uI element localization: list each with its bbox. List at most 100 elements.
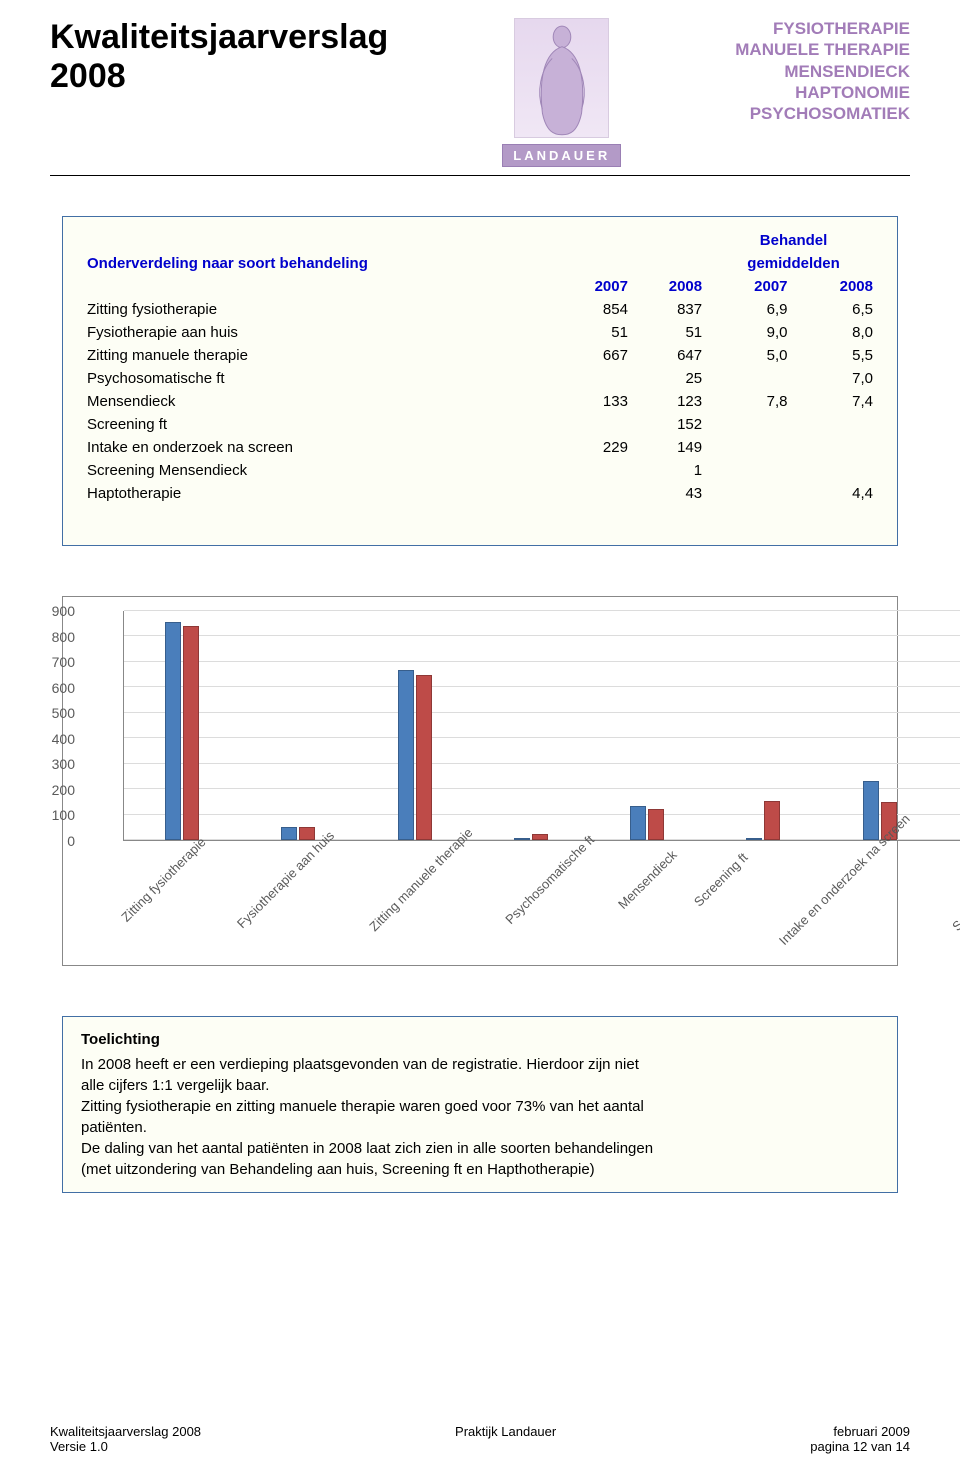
y-tick-label: 700 (52, 654, 81, 670)
header-rule (50, 175, 910, 176)
table-cell: 667 (560, 344, 634, 367)
table-cell (708, 482, 793, 505)
chart-area: 0100200300400500600700800900 Zitting fys… (81, 611, 960, 951)
y-tick-label: 500 (52, 705, 81, 721)
table-cell: Haptotherapie (81, 482, 560, 505)
behandel-heading: Behandel (708, 229, 879, 252)
plot-frame (123, 611, 960, 841)
table-cell: 5,0 (708, 344, 793, 367)
table-cell (794, 459, 879, 482)
table-cell: 43 (634, 482, 708, 505)
bar (532, 834, 548, 840)
toelichting-line: In 2008 heeft er een verdieping plaatsge… (81, 1054, 879, 1075)
toelichting-line: (met uitzondering van Behandeling aan hu… (81, 1159, 879, 1180)
table-row: Screening ft152 (81, 413, 879, 436)
landauer-plate: LANDAUER (502, 144, 621, 167)
data-table-panel: Behandel Onderverdeling naar soort behan… (62, 216, 898, 546)
table-cell: Psychosomatische ft (81, 367, 560, 390)
table-cell: Zitting manuele therapie (81, 344, 560, 367)
table-cell: 51 (560, 321, 634, 344)
table-cell: 647 (634, 344, 708, 367)
table-cell (560, 367, 634, 390)
toelichting-panel: Toelichting In 2008 heeft er een verdiep… (62, 1016, 898, 1193)
bar (863, 781, 879, 840)
category-slot (821, 611, 937, 840)
y-axis: 0100200300400500600700800900 (81, 611, 123, 841)
specialty-item: FYSIOTHERAPIE (735, 18, 910, 39)
specialty-item: PSYCHOSOMATIEK (735, 103, 910, 124)
y-tick-label: 200 (52, 782, 81, 798)
footer-left-1: Kwaliteitsjaarverslag 2008 (50, 1424, 201, 1439)
category-slot (240, 611, 356, 840)
bar (281, 827, 297, 840)
body-silhouette-icon (515, 19, 608, 137)
table-row: Screening Mensendieck1 (81, 459, 879, 482)
year-col-1: 2007 (560, 275, 634, 298)
bar (648, 809, 664, 840)
bar (183, 626, 199, 840)
table-cell: 5,5 (794, 344, 879, 367)
bar (299, 827, 315, 840)
specialty-item: HAPTONOMIE (735, 82, 910, 103)
table-cell: 123 (634, 390, 708, 413)
page-header: Kwaliteitsjaarverslag 2008 LANDAUER FYSI… (50, 18, 910, 167)
toelichting-line: alle cijfers 1:1 vergelijk baar. (81, 1075, 879, 1096)
x-tick-label: Screening Mensendieck (949, 825, 960, 992)
table-cell (560, 482, 634, 505)
table-cell: 7,4 (794, 390, 879, 413)
table-cell: Fysiotherapie aan huis (81, 321, 560, 344)
bar (746, 838, 762, 840)
category-slot (356, 611, 472, 840)
toelichting-line: Zitting fysiotherapie en zitting manuele… (81, 1096, 879, 1117)
table-cell: 4,4 (794, 482, 879, 505)
y-tick-label: 800 (52, 629, 81, 645)
x-axis-labels: Zitting fysiotherapieFysiotherapie aan h… (123, 841, 960, 951)
table-title: Onderverdeling naar soort behandeling (81, 252, 560, 275)
page-footer: Kwaliteitsjaarverslag 2008 Versie 1.0 Pr… (50, 1424, 910, 1454)
table-cell: 229 (560, 436, 634, 459)
table-cell: 51 (634, 321, 708, 344)
category-slot (473, 611, 589, 840)
table-row: Intake en onderzoek na screen229149 (81, 436, 879, 459)
bar (630, 806, 646, 840)
x-tick-label: Fysiotherapie aan huis (234, 828, 396, 990)
bar (764, 801, 780, 840)
table-cell: 854 (560, 298, 634, 321)
bar-chart-panel: 0100200300400500600700800900 Zitting fys… (62, 596, 898, 966)
category-slot (938, 611, 960, 840)
category-slot (124, 611, 240, 840)
table-row: Haptotherapie 43 4,4 (81, 482, 879, 505)
year-col-2: 2008 (634, 275, 708, 298)
specialty-item: MANUELE THERAPIE (735, 39, 910, 60)
behandeling-table: Behandel Onderverdeling naar soort behan… (81, 229, 879, 505)
table-cell (560, 459, 634, 482)
footer-right: februari 2009 pagina 12 van 14 (810, 1424, 910, 1454)
y-tick-label: 600 (52, 680, 81, 696)
table-row: Zitting fysiotherapie8548376,96,5 (81, 298, 879, 321)
footer-left-2: Versie 1.0 (50, 1439, 201, 1454)
specialty-item: MENSENDIECK (735, 61, 910, 82)
footer-right-1: februari 2009 (810, 1424, 910, 1439)
table-cell: Screening ft (81, 413, 560, 436)
toelichting-line: De daling van het aantal patiënten in 20… (81, 1138, 879, 1159)
specialty-list: FYSIOTHERAPIEMANUELE THERAPIEMENSENDIECK… (735, 18, 910, 124)
table-cell: Screening Mensendieck (81, 459, 560, 482)
bar (398, 670, 414, 840)
table-row: Mensendieck1331237,87,4 (81, 390, 879, 413)
table-cell (794, 436, 879, 459)
table-cell: 9,0 (708, 321, 793, 344)
table-cell: 7,0 (794, 367, 879, 390)
bar (514, 838, 530, 840)
toelichting-line: patiënten. (81, 1117, 879, 1138)
y-tick-label: 300 (52, 756, 81, 772)
table-cell: 7,8 (708, 390, 793, 413)
doc-title: Kwaliteitsjaarverslag 2008 (50, 18, 388, 96)
table-cell: 8,0 (794, 321, 879, 344)
table-cell: 133 (560, 390, 634, 413)
footer-left: Kwaliteitsjaarverslag 2008 Versie 1.0 (50, 1424, 201, 1454)
table-cell: Zitting fysiotherapie (81, 298, 560, 321)
title-line-1: Kwaliteitsjaarverslag (50, 18, 388, 57)
table-cell: Mensendieck (81, 390, 560, 413)
y-tick-label: 400 (52, 731, 81, 747)
title-line-2: 2008 (50, 57, 388, 96)
